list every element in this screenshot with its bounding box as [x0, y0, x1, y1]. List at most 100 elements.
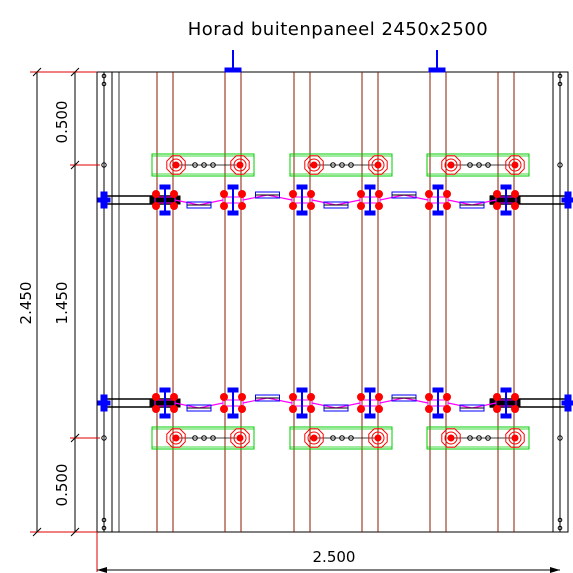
bolt-washer — [307, 431, 321, 445]
clamp-bolt-head — [364, 210, 376, 216]
clamp-nut — [375, 405, 383, 413]
bolt-center — [172, 434, 180, 442]
bolt-nut — [441, 428, 461, 448]
clamp-nut — [238, 393, 246, 401]
clamp-bolt-head — [227, 413, 239, 419]
bracket-hole — [348, 435, 354, 441]
bolt-center — [172, 161, 180, 169]
clamp-nut — [493, 202, 501, 210]
post-hole — [557, 435, 563, 441]
bracket-hole — [210, 435, 216, 441]
clamp-nut — [152, 202, 160, 210]
clamp-nut — [443, 202, 451, 210]
clamp-nut — [152, 393, 160, 401]
bracket-hole — [201, 162, 207, 168]
bracket-hole — [348, 162, 354, 168]
clamp-nut — [307, 393, 315, 401]
bolt-washer — [444, 431, 458, 445]
clamp-nut — [511, 190, 519, 198]
post-hole — [101, 73, 107, 79]
clamp-nut — [425, 202, 433, 210]
bolt-center — [447, 434, 455, 442]
mounting-bracket — [426, 153, 530, 177]
post-hole — [101, 162, 107, 168]
clamp-nut — [289, 202, 297, 210]
bolt-center — [236, 161, 244, 169]
bolt-center — [511, 434, 519, 442]
clamp-nut — [511, 393, 519, 401]
clamp-nut — [170, 405, 178, 413]
clamp-nut — [425, 190, 433, 198]
clamp-nut — [220, 190, 228, 198]
clamp-bolt-head — [296, 413, 308, 419]
bracket-hole — [201, 435, 207, 441]
mounting-bracket — [289, 153, 393, 177]
post-hole — [101, 525, 107, 531]
clamp-bolt-head — [159, 210, 171, 216]
bolt-center — [310, 161, 318, 169]
bracket-hole — [485, 162, 491, 168]
clamp-bolt-head — [432, 387, 444, 393]
lifting-lug-base — [428, 67, 446, 73]
clamp-nut — [357, 202, 365, 210]
clamp-bolt-head — [227, 184, 239, 190]
clamp-nut — [170, 393, 178, 401]
bolt-nut — [368, 428, 388, 448]
clamp-nut — [170, 190, 178, 198]
dim-tick — [32, 527, 42, 537]
clamp-nut — [307, 405, 315, 413]
bolt-center — [374, 434, 382, 442]
clamp-nut — [289, 190, 297, 198]
post-hole — [557, 162, 563, 168]
bracket-hole — [476, 435, 482, 441]
end-anchor-bar — [561, 400, 573, 406]
bolt-nut — [441, 155, 461, 175]
clamp-nut — [238, 202, 246, 210]
bracket-hole — [339, 435, 345, 441]
dim-tick — [70, 527, 80, 537]
clamp-bolt-head — [500, 210, 512, 216]
bolt-nut — [505, 428, 525, 448]
post-hole — [101, 517, 107, 523]
bolt-washer — [371, 431, 385, 445]
bracket-hole — [339, 162, 345, 168]
bolt-nut — [230, 155, 250, 175]
bolt-washer — [169, 158, 183, 172]
bolt-center — [310, 434, 318, 442]
bracket-hole — [192, 162, 198, 168]
clamp-nut — [375, 190, 383, 198]
bracket-hole — [192, 435, 198, 441]
clamp-bolt-head — [432, 210, 444, 216]
bracket-hole — [476, 162, 482, 168]
bolt-nut — [505, 155, 525, 175]
clamp-bolt-head — [500, 184, 512, 190]
clamp-bolt-head — [159, 387, 171, 393]
clamp-nut — [443, 190, 451, 198]
clamp-nut — [357, 393, 365, 401]
dim-tick — [70, 433, 80, 443]
clamp-nut — [238, 190, 246, 198]
clamp-nut — [493, 393, 501, 401]
clamp-bolt-head — [227, 210, 239, 216]
bolt-washer — [233, 431, 247, 445]
clamp-nut — [511, 202, 519, 210]
clamp-nut — [152, 190, 160, 198]
bolt-center — [236, 434, 244, 442]
dim-arrow-left — [97, 567, 107, 573]
mounting-bracket — [151, 153, 255, 177]
lifting-lug-base — [224, 67, 242, 73]
end-anchor-bar — [97, 197, 111, 203]
clamp-nut — [220, 202, 228, 210]
post-hole — [557, 517, 563, 523]
bolt-nut — [230, 428, 250, 448]
mounting-bracket — [289, 426, 393, 450]
clamp-bolt-head — [500, 387, 512, 393]
clamp-nut — [375, 202, 383, 210]
bolt-nut — [368, 155, 388, 175]
clamp-bolt-head — [432, 413, 444, 419]
dim-top-segment: 0.500 — [53, 101, 71, 144]
dim-total-width: 2.500 — [313, 548, 356, 566]
clamp-nut — [152, 405, 160, 413]
clamp-nut — [425, 405, 433, 413]
